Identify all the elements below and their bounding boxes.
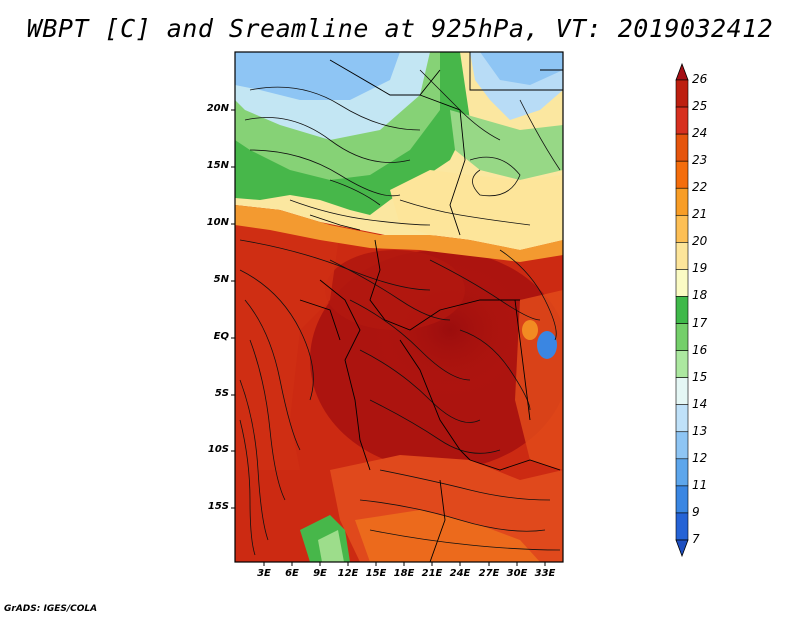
lat-tick-label: 5S: [214, 388, 229, 399]
colorbar-swatch: [675, 214, 689, 243]
colorbar-swatch: [675, 323, 689, 351]
lat-tick-label: 10N: [206, 217, 229, 228]
colorbar-swatch: [675, 512, 689, 541]
colorbar-swatch: [675, 106, 689, 135]
colorbar-level-label: 20: [692, 234, 708, 249]
colorbar-level-label: 9: [692, 504, 700, 519]
colorbar-swatch: [675, 377, 689, 406]
lon-tick-label: 9E: [313, 568, 327, 579]
lat-tick-label: 15S: [207, 501, 229, 512]
lon-tick-label: 33E: [534, 568, 556, 579]
colorbar-level-label: 13: [692, 423, 708, 438]
colorbar-level-label: 14: [692, 396, 708, 411]
lat-tick-label: 5N: [213, 274, 229, 285]
colorbar-swatch: [675, 458, 689, 487]
lon-tick-label: 21E: [421, 568, 443, 579]
colorbar-level-label: 23: [692, 153, 708, 168]
colorbar-swatch: [675, 350, 689, 378]
lon-tick-label: 27E: [478, 568, 500, 579]
grads-credit: GrADS: IGES/COLA: [4, 604, 98, 614]
colorbar-swatch: [675, 404, 689, 433]
lon-tick-label: 15E: [365, 568, 387, 579]
colorbar-level-label: 11: [692, 477, 708, 492]
lat-tick-label: EQ: [213, 331, 229, 342]
lon-tick-label: 3E: [257, 568, 271, 579]
colorbar-swatch: [675, 187, 689, 216]
colorbar-level-label: 18: [692, 288, 708, 303]
lat-tick-label: 20N: [206, 103, 229, 114]
temperature-field: [235, 52, 563, 562]
colorbar-arrow-top: [675, 62, 689, 81]
colorbar-level-label: 24: [692, 126, 708, 141]
colorbar-swatch: [675, 485, 689, 514]
colorbar-level-label: 17: [692, 315, 708, 330]
colorbar-swatch: [675, 133, 689, 162]
colorbar-level-label: 26: [692, 72, 708, 86]
colorbar-swatch: [675, 242, 689, 270]
colorbar-level-label: 19: [692, 261, 708, 276]
colorbar-arrow-bottom: [675, 539, 689, 558]
lat-tick-label: 10S: [207, 444, 229, 455]
colorbar-swatch: [675, 431, 689, 460]
axis-ticks: [231, 109, 546, 566]
country-borders: [299, 52, 563, 562]
colorbar-level-label: 15: [692, 369, 708, 384]
colorbar-level-label: 16: [692, 342, 708, 357]
colorbar-level-label: 21: [692, 207, 708, 222]
lat-tick-label: 15N: [206, 160, 229, 171]
colorbar: [675, 62, 689, 558]
colorbar-level-label: 25: [692, 99, 708, 114]
lon-tick-label: 30E: [506, 568, 528, 579]
map-frame: [234, 51, 564, 563]
colorbar-level-label: 12: [692, 450, 708, 465]
colorbar-swatch: [675, 160, 689, 189]
colorbar-level-label: 7: [692, 532, 700, 546]
lon-tick-label: 24E: [449, 568, 471, 579]
lon-tick-label: 12E: [337, 568, 359, 579]
lon-tick-label: 6E: [285, 568, 299, 579]
colorbar-swatch: [675, 79, 689, 108]
map-title: WBPT [C] and Sreamline at 925hPa, VT: 20…: [26, 14, 774, 43]
colorbar-level-label: 22: [692, 180, 708, 195]
colorbar-swatch: [675, 269, 689, 297]
lon-tick-label: 18E: [393, 568, 415, 579]
colorbar-swatch: [675, 296, 689, 324]
